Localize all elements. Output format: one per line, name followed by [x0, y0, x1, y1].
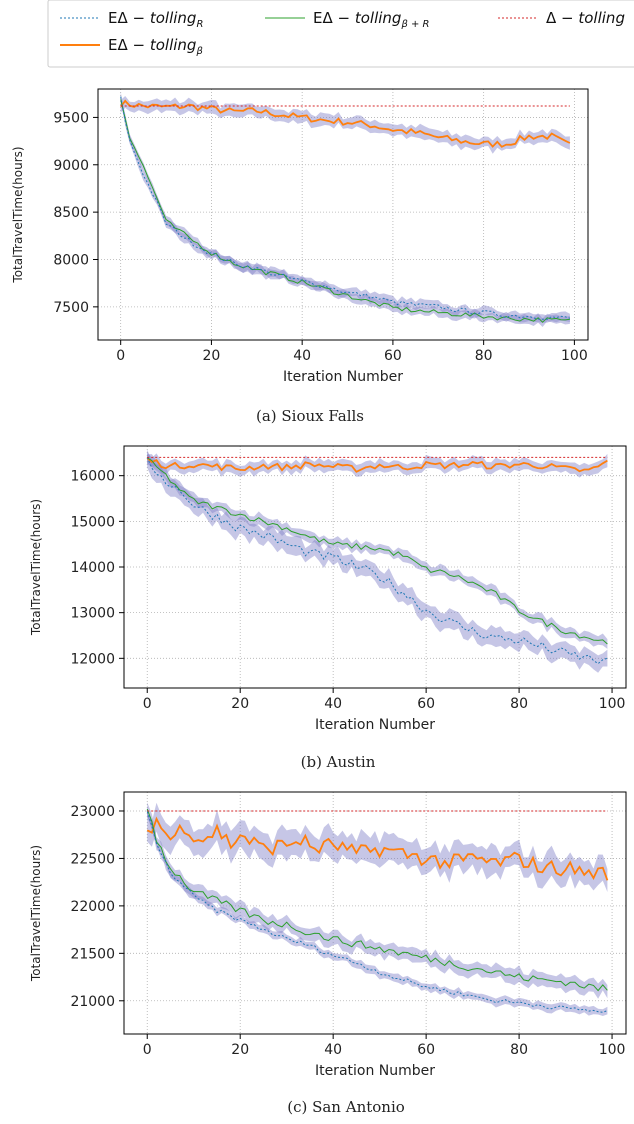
plot-frame	[123, 791, 627, 1035]
chart-san-antonio: 0 20 40 60 80 100 21000 21500 22000 22500 23000 Ite…	[29, 791, 627, 1116]
x-tick-label: 0	[116, 348, 125, 364]
y-tick-label: 21000	[70, 994, 115, 1010]
x-tick-label: 100	[599, 1042, 626, 1058]
x-tick-label: 20	[231, 696, 249, 712]
x-tick-label: 20	[231, 1042, 249, 1058]
series-line-br	[120, 99, 570, 323]
y-tick-label: 8500	[53, 205, 89, 221]
legend-frame	[47, 0, 634, 68]
series-line-b	[146, 457, 608, 473]
y-tick-label: 9500	[53, 110, 89, 126]
y-axis-label: TotalTravelTime(hours)	[29, 499, 43, 636]
x-tick-label: 100	[599, 696, 626, 712]
plot-frame	[97, 88, 589, 341]
band-b	[147, 802, 608, 892]
series-line-b	[146, 816, 609, 881]
band-b	[147, 452, 608, 478]
x-tick-label: 60	[417, 1042, 435, 1058]
x-tick-label: 0	[143, 696, 152, 712]
series-line-r	[146, 811, 608, 1013]
x-tick-label: 80	[510, 1042, 528, 1058]
x-tick-label: 0	[143, 1042, 152, 1058]
x-tick-label: 100	[561, 348, 588, 364]
legend: EΔ − tollingR EΔ − tollingβ + R Δ − tollin…	[47, 0, 634, 68]
x-tick-label: 60	[384, 348, 402, 364]
y-tick-label: 22500	[70, 851, 115, 867]
series-line-r	[146, 457, 608, 665]
legend-label-d: Δ − tolling	[546, 9, 625, 27]
y-tick-label: 14000	[70, 560, 115, 576]
band-r	[147, 807, 608, 1016]
x-tick-label: 80	[510, 696, 528, 712]
y-tick-label: 22000	[70, 899, 115, 915]
y-tick-label: 16000	[70, 469, 115, 485]
series-line-br	[146, 457, 608, 645]
band-r	[120, 91, 570, 323]
x-tick-label: 40	[293, 348, 311, 364]
series-line-br	[146, 808, 608, 992]
legend-label-br: EΔ − tollingβ + R	[313, 9, 430, 30]
y-axis-label: TotalTravelTime(hours)	[29, 845, 43, 982]
legend-label-b: EΔ − tollingβ	[108, 36, 203, 57]
y-tick-label: 13000	[70, 606, 115, 622]
y-axis-label: TotalTravelTime(hours)	[11, 146, 25, 283]
x-tick-label: 40	[324, 1042, 342, 1058]
y-tick-label: 8000	[53, 252, 89, 268]
chart-caption: (c) San Antonio	[287, 1098, 405, 1116]
x-axis-label: Iteration Number	[283, 369, 403, 385]
y-tick-label: 9000	[53, 158, 89, 174]
series-line-r	[120, 96, 571, 320]
chart-sioux-falls: 0 20 40 60 80 100 7500 8000 8500 9000 9500 Iteratio…	[11, 88, 589, 425]
y-tick-label: 15000	[70, 514, 115, 530]
x-tick-label: 60	[417, 696, 435, 712]
x-tick-label: 40	[324, 696, 342, 712]
x-axis-label: Iteration Number	[315, 1063, 435, 1079]
y-tick-label: 23000	[70, 804, 115, 820]
series-line-b	[119, 99, 571, 148]
y-tick-label: 12000	[70, 651, 115, 667]
chart-austin: 0 20 40 60 80 100 12000 13000 14000 15000 16000 Ite…	[29, 445, 627, 771]
legend-label-r: EΔ − tollingR	[108, 9, 203, 30]
x-axis-label: Iteration Number	[315, 717, 435, 733]
y-tick-label: 21500	[70, 946, 115, 962]
band-br	[147, 454, 608, 649]
band-br	[147, 802, 608, 999]
band-r	[147, 449, 608, 673]
chart-caption: (a) Sioux Falls	[256, 407, 364, 425]
chart-caption: (b) Austin	[301, 753, 376, 771]
y-tick-label: 7500	[53, 300, 89, 316]
x-tick-label: 80	[475, 348, 493, 364]
x-tick-label: 20	[203, 348, 221, 364]
